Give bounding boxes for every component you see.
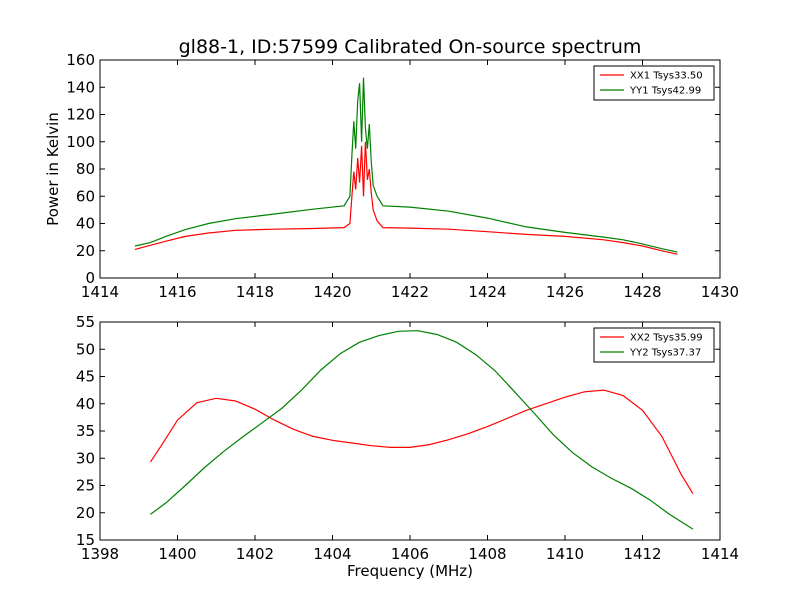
x-tick-label: 1418 [236,283,274,301]
x-tick-label: 1412 [623,545,661,563]
y-tick-label: 20 [76,504,95,522]
y-tick-label: 140 [66,78,95,96]
legend-entry-label: XX2 Tsys35.99 [630,333,703,344]
legend-box [593,327,715,363]
x-tick-label: 1404 [313,545,351,563]
x-tick-label: 1428 [623,283,661,301]
y-tick-label: 50 [76,340,95,358]
y-tick-label: 15 [76,531,95,549]
y-tick-label: 40 [76,215,95,233]
x-tick-label: 1410 [546,545,584,563]
y-tick-label: 80 [76,160,95,178]
series-line-1-1 [134,141,678,255]
legend-entry-label: YY1 Tsys42.99 [629,86,701,97]
x-tick-label: 1424 [468,283,506,301]
x-tick-label: 1402 [236,545,274,563]
series-line-1-2 [134,77,678,253]
x-tick-label: 1416 [158,283,196,301]
x-tick-label: 1414 [701,545,739,563]
x-tick-label: 1420 [313,283,351,301]
x-tick-label: 1400 [158,545,196,563]
legend: XX1 Tsys33.50 YY1 Tsys42.99 [593,65,715,101]
legend-box [593,65,715,101]
y-tick-label: 0 [85,269,95,287]
x-tick-label: 1408 [468,545,506,563]
y-tick-label: 100 [66,133,95,151]
chart-title: gl88-1, ID:57599 Calibrated On-source sp… [179,36,642,58]
series-line-2-2 [150,330,694,530]
x-tick-label: 1430 [701,283,739,301]
legend: XX2 Tsys35.99 YY2 Tsys37.37 [593,327,715,363]
x-tick-label: 1422 [391,283,429,301]
y-tick-label: 55 [76,313,95,331]
y-tick-label: 45 [76,368,95,386]
legend-entry-label: YY2 Tsys37.37 [629,348,701,359]
top-plot: 1414 1416 1418 1420 1422 1424 1426 1428 1430 0 20 4… [44,51,739,301]
x-tick-label: 1398 [81,545,119,563]
x-axis-label: Frequency (MHz) [347,562,473,580]
y-tick-label: 120 [66,106,95,124]
y-tick-label: 25 [76,477,95,495]
x-tick-label: 1414 [81,283,119,301]
y-tick-label: 40 [76,395,95,413]
y-tick-label: 35 [76,422,95,440]
y-tick-label: 30 [76,449,95,467]
series-line-2-1 [149,389,694,495]
x-tick-label: 1406 [391,545,429,563]
bottom-plot: 1398 1400 1402 1404 1406 1408 1410 1412 1414 15 20… [76,313,739,580]
legend-entry-label: XX1 Tsys33.50 [630,71,703,82]
x-tick-label: 1426 [546,283,584,301]
y-tick-label: 60 [76,187,95,205]
y-tick-label: 20 [76,242,95,260]
y-tick-label: 160 [66,51,95,69]
y-axis-label: Power in Kelvin [44,112,62,226]
